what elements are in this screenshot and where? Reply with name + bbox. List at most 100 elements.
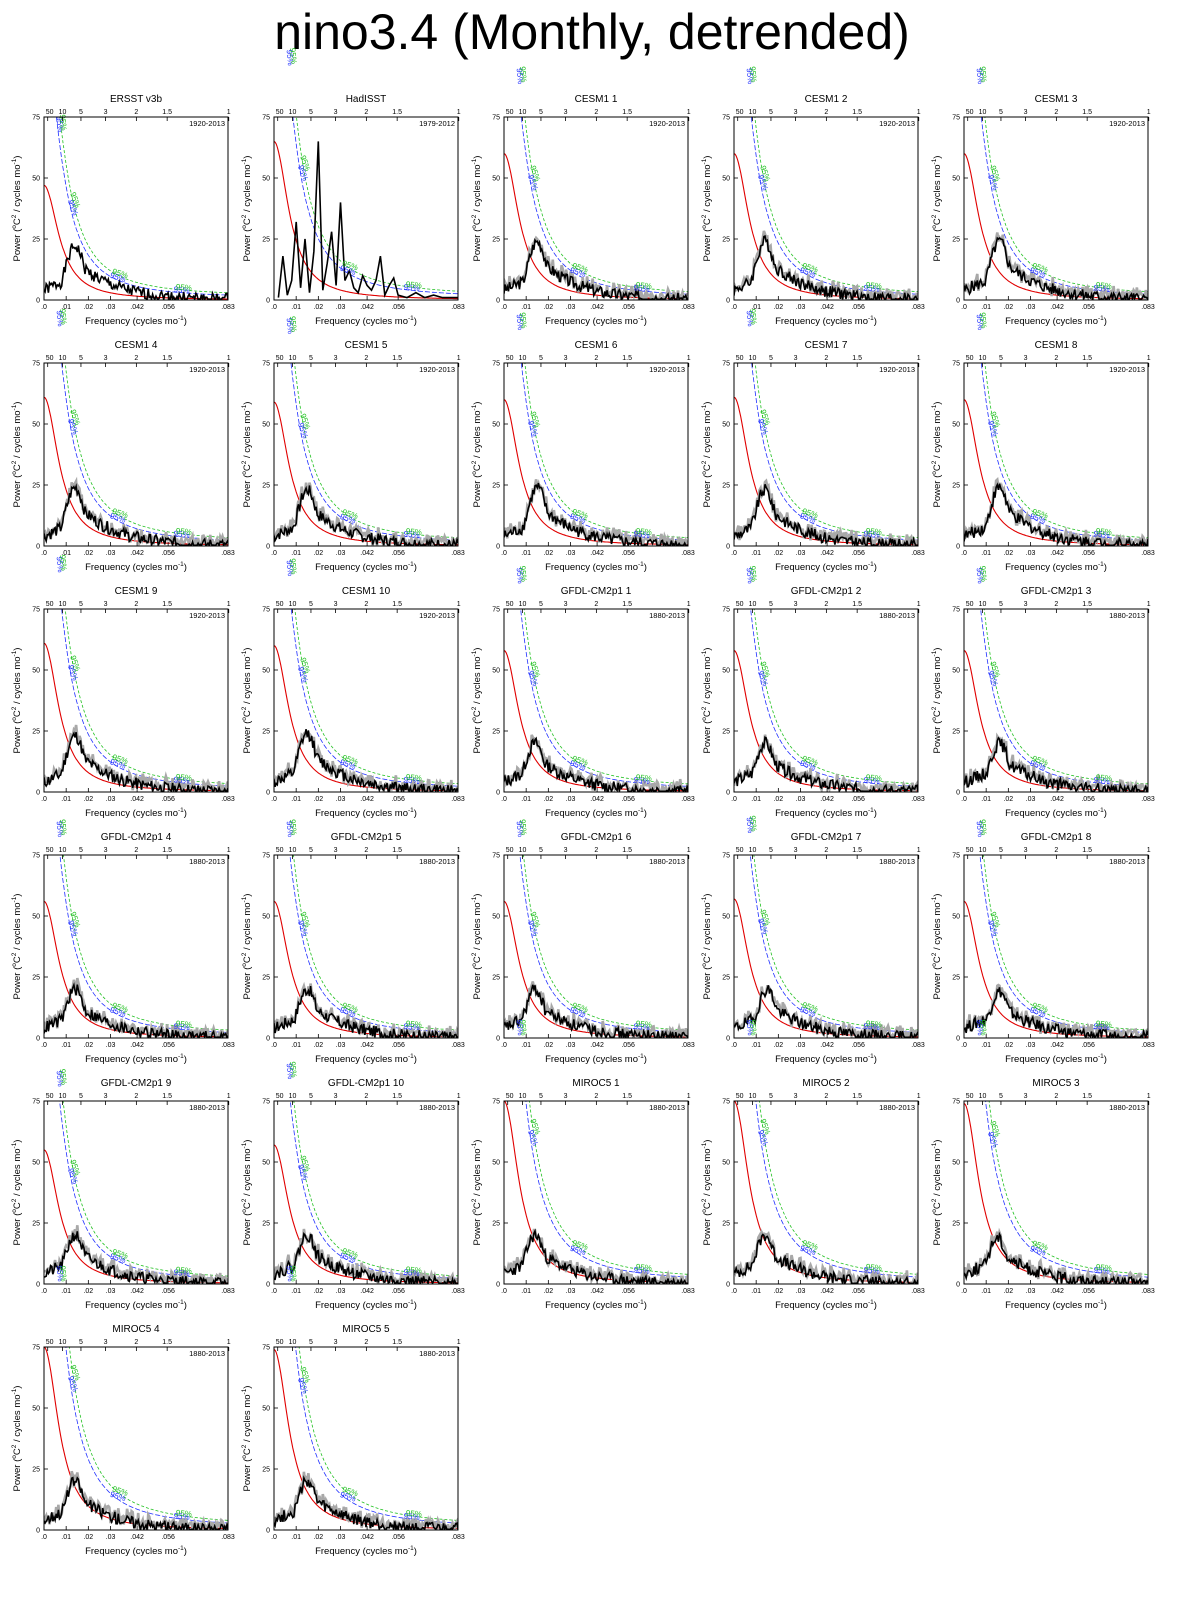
ci-label: 95% (636, 773, 653, 783)
period-tick-label: 50 (736, 847, 744, 854)
x-tick-label: .056 (1081, 304, 1095, 311)
panel-title: MIROC5 5 (342, 1324, 390, 1335)
ci-label: 95% (518, 66, 528, 83)
period-tick-label: 1 (1147, 109, 1151, 116)
period-tick-label: 1.5 (1082, 601, 1092, 608)
spectrum-panel: 95% 95% 95% 95% 95% 95% 95% 95% .0.01.02.03.042.… (924, 66, 1160, 344)
ci-label: 95% (748, 565, 758, 582)
ci-label: 95% (975, 821, 985, 838)
x-axis-label: Frequency (cycles mo-1) (315, 1299, 417, 1311)
x-tick-label: .02 (773, 1042, 783, 1049)
period-tick-label: 1.5 (392, 1339, 402, 1346)
x-tick-label: .042 (360, 1042, 374, 1049)
spectrum-panel: 95% 95% 95% 95% 95% 95% 95% 95% .0.01.02.03.042.… (464, 1019, 700, 1328)
x-tick-label: .01 (981, 796, 991, 803)
y-tick-label: 50 (32, 668, 40, 675)
ci-label: 95% (55, 116, 65, 133)
spectrum-chart: 95%95%95%95%95%95%95%95%.0.01.02.03.042.… (931, 565, 1155, 819)
x-tick-label: .083 (1141, 1288, 1155, 1295)
period-tick-label: 1 (687, 601, 691, 608)
x-tick-label: .02 (543, 304, 553, 311)
ci-label: 95% (58, 308, 68, 325)
spectrum-panel: 95% 95% 95% 95% 95% 95% 95% 95% .0.01.02.03.042.… (694, 1019, 930, 1328)
x-tick-label: .02 (83, 1534, 93, 1541)
y-tick-label: 25 (722, 729, 730, 736)
period-tick-label: 2 (364, 355, 368, 362)
spectrum-chart: 95%95%95%95%95%95%95%95%.0.01.02.03.042.… (11, 1069, 235, 1311)
y-tick-label: 0 (956, 790, 960, 797)
ci-label: 95% (55, 1265, 65, 1282)
ci-label: 95% (58, 819, 68, 836)
period-tick-label: 5 (309, 1339, 313, 1346)
period-tick-label: 1.5 (162, 1093, 172, 1100)
series-layer (734, 363, 918, 546)
ci-label: 95% (285, 318, 295, 335)
x-tick-label: .042 (590, 1288, 604, 1295)
period-tick-label: 1.5 (622, 601, 632, 608)
y-tick-label: 25 (32, 975, 40, 982)
ci-label: 95% (636, 1262, 653, 1272)
spectrum-panel: 95% 95% 95% 95% 95% 95% 95% 95% .0.01.02.03.042.… (694, 308, 930, 590)
x-tick-label: .01 (61, 550, 71, 557)
x-tick-label: .056 (391, 796, 405, 803)
panel-period: 1920-2013 (189, 365, 225, 374)
plot-frame (43, 1100, 229, 1285)
y-tick-label: 0 (496, 790, 500, 797)
period-tick-label: 2 (134, 601, 138, 608)
period-tick-label: 50 (736, 601, 744, 608)
period-tick-label: 5 (769, 109, 773, 116)
ci-label: 95% (285, 560, 295, 577)
ci-label: 95% (866, 773, 883, 783)
period-tick-label: 1 (917, 355, 921, 362)
ci-label: 95% (288, 819, 298, 836)
period-tick-label: 10 (59, 1093, 67, 1100)
spectrum-chart: 95%95%95%95%95%95%95%95%.0.01.02.03.042.… (241, 316, 465, 573)
ci-label: 95% (745, 1019, 755, 1036)
period-tick-label: 50 (276, 109, 284, 116)
period-tick-label: 10 (519, 109, 527, 116)
plot-area: 95%95%95%95%95%95%95%95%.0.01.02.03.042.… (11, 94, 235, 327)
x-tick-label: .03 (1026, 796, 1036, 803)
ci-label: 95% (515, 68, 525, 85)
spectrum-panel: 95% 95% 95% 95% 95% 95% 95% 95% .0.01.02.03.042.… (234, 316, 470, 590)
x-axis-label: Frequency (cycles mo-1) (1005, 1053, 1107, 1065)
plot-frame (733, 116, 919, 301)
panel-title: MIROC5 4 (112, 1324, 160, 1335)
ci-label: 95% (1093, 1022, 1110, 1032)
x-tick-label: .02 (83, 550, 93, 557)
panel-title: GFDL-CM2p1 1 (561, 586, 632, 597)
series-layer (964, 1101, 1148, 1284)
x-tick-label: .042 (130, 304, 144, 311)
ci-label: 95% (748, 1019, 758, 1036)
x-tick-label: .056 (851, 796, 865, 803)
x-tick-label: .083 (911, 304, 925, 311)
period-tick-label: 1 (227, 355, 231, 362)
period-tick-label: 10 (979, 601, 987, 608)
period-tick-label: 50 (736, 109, 744, 116)
x-tick-label: .083 (911, 1288, 925, 1295)
period-tick-label: 3 (794, 355, 798, 362)
y-tick-label: 25 (722, 1221, 730, 1228)
panel-title: GFDL-CM2p1 2 (791, 586, 862, 597)
y-axis-label: Power (oC2 / cycles mo-1) (241, 156, 253, 262)
y-tick-label: 25 (262, 237, 270, 244)
x-tick-label: .0 (271, 1042, 277, 1049)
period-tick-label: 5 (309, 109, 313, 116)
y-tick-label: 75 (262, 1345, 270, 1352)
spectrum-line (734, 985, 918, 1038)
x-tick-label: .0 (731, 796, 737, 803)
period-tick-label: 1.5 (852, 355, 862, 362)
x-tick-label: .0 (731, 550, 737, 557)
x-tick-label: .042 (1050, 1042, 1064, 1049)
y-tick-label: 0 (956, 544, 960, 551)
series-layer (504, 609, 688, 792)
ci-label: 95% (406, 280, 423, 290)
period-tick-label: 10 (289, 1093, 297, 1100)
x-tick-label: .0 (41, 550, 47, 557)
x-tick-label: .02 (83, 1288, 93, 1295)
ci-label: 95% (1093, 776, 1110, 786)
period-tick-label: 50 (46, 1339, 54, 1346)
y-tick-label: 75 (32, 607, 40, 614)
x-tick-label: .083 (681, 550, 695, 557)
spectrum-panel: 95% 95% 95% 95% 95% 95% 95% 95% .0.01.02.03.042.… (924, 565, 1160, 836)
